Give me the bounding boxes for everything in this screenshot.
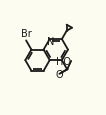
Text: O: O [56,69,63,79]
Text: Br: Br [21,29,31,39]
Text: N: N [47,37,54,47]
Text: HO: HO [56,56,71,66]
